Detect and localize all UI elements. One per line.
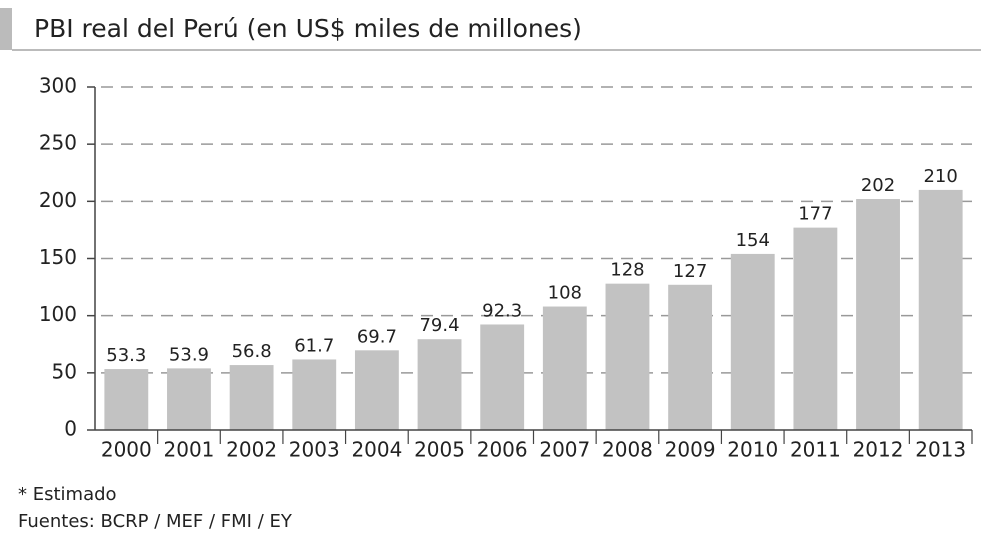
x-tick-label: 2005	[414, 438, 465, 462]
data-label: 127	[673, 261, 707, 282]
title-accent	[0, 8, 12, 50]
x-tick-label: 2013	[915, 438, 966, 462]
y-tick-label: 100	[39, 302, 77, 326]
data-label: 210	[923, 166, 957, 187]
x-tick-label: 2007	[539, 438, 590, 462]
data-label: 202	[861, 175, 895, 196]
data-label: 128	[610, 260, 644, 281]
y-tick-label: 300	[39, 74, 77, 98]
data-label: 177	[798, 204, 832, 225]
x-tick-label: 2006	[477, 438, 528, 462]
data-label: 56.8	[232, 341, 272, 362]
x-tick-label: 2011	[790, 438, 841, 462]
bar	[793, 227, 838, 430]
x-tick-label: 2003	[289, 438, 340, 462]
y-tick-label: 200	[39, 188, 77, 212]
bar	[229, 365, 274, 430]
y-tick-label: 250	[39, 131, 77, 155]
data-label: 108	[548, 283, 582, 304]
bar	[480, 324, 525, 430]
x-tick-label: 2002	[226, 438, 277, 462]
x-tick-label: 2000	[101, 438, 152, 462]
x-tick-label: 2010	[727, 438, 778, 462]
x-tick-label: 2008	[602, 438, 653, 462]
x-tick-label: 2004	[351, 438, 402, 462]
data-label: 53.3	[106, 345, 146, 366]
y-tick-label: 150	[39, 245, 77, 269]
bar	[918, 189, 963, 430]
data-label: 69.7	[357, 326, 397, 347]
bar	[730, 253, 775, 430]
bar	[354, 350, 399, 430]
x-tick-label: 2009	[665, 438, 716, 462]
data-label: 61.7	[294, 335, 334, 356]
bar	[668, 284, 713, 430]
bar	[605, 283, 650, 430]
footnote: Fuentes: BCRP / MEF / FMI / EY	[18, 511, 293, 532]
bar	[104, 369, 149, 430]
bar	[292, 359, 337, 430]
footnote: * Estimado	[18, 484, 117, 505]
x-tick-label: 2001	[164, 438, 215, 462]
x-tick-label: 2012	[853, 438, 904, 462]
bar	[542, 306, 587, 430]
y-tick-label: 50	[52, 359, 77, 383]
data-label: 154	[736, 230, 770, 251]
y-tick-label: 0	[64, 417, 77, 441]
bar	[856, 199, 900, 430]
chart-title: PBI real del Perú (en US$ miles de millo…	[34, 14, 582, 43]
bar	[417, 339, 462, 430]
bar	[167, 368, 211, 430]
data-label: 92.3	[482, 300, 522, 321]
data-label: 79.4	[419, 315, 459, 336]
data-label: 53.9	[169, 344, 209, 365]
